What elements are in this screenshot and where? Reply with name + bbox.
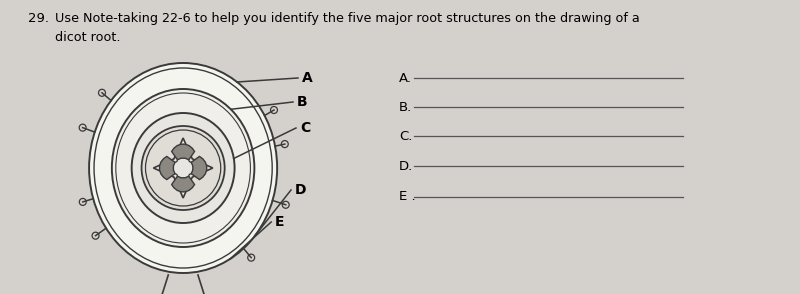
- Polygon shape: [172, 176, 194, 192]
- Ellipse shape: [132, 113, 234, 223]
- Polygon shape: [154, 138, 213, 198]
- Text: 29.: 29.: [28, 12, 49, 25]
- Text: A: A: [302, 71, 313, 85]
- Text: E: E: [275, 215, 285, 229]
- Text: C: C: [300, 121, 310, 135]
- Text: D.: D.: [399, 160, 413, 173]
- Polygon shape: [172, 144, 194, 160]
- Polygon shape: [191, 156, 206, 180]
- Text: B.: B.: [399, 101, 412, 113]
- Text: A.: A.: [399, 71, 412, 84]
- Ellipse shape: [89, 63, 277, 273]
- Text: B: B: [297, 95, 307, 109]
- Polygon shape: [159, 156, 175, 180]
- Ellipse shape: [112, 89, 254, 247]
- Text: C.: C.: [399, 129, 412, 143]
- Text: Use Note-taking 22-6 to help you identify the five major root structures on the : Use Note-taking 22-6 to help you identif…: [55, 12, 640, 44]
- Circle shape: [142, 126, 225, 210]
- Text: E .: E .: [399, 191, 415, 203]
- Text: D: D: [295, 183, 306, 197]
